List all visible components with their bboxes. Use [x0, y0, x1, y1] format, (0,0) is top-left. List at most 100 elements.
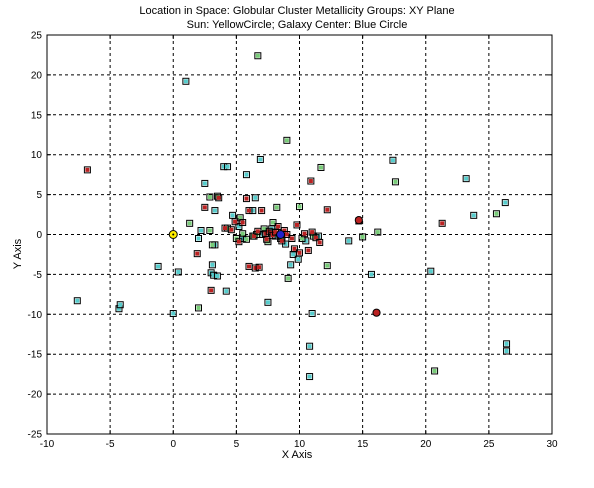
cluster-point-red [258, 207, 266, 215]
point-marker-outline [427, 267, 435, 275]
point-marker-fill [346, 238, 351, 243]
point-marker-fill [221, 164, 226, 169]
point-marker-fill [308, 179, 313, 184]
x-tick-label: 5 [234, 439, 240, 450]
point-marker-fill [318, 165, 323, 170]
point-marker-outline [391, 178, 399, 186]
point-marker-fill [225, 164, 230, 169]
point-marker-fill [207, 228, 212, 233]
point-marker-outline [254, 52, 262, 60]
point-marker-outline [215, 194, 223, 202]
cluster-point-cyan [308, 310, 316, 318]
point-marker-fill [250, 208, 255, 213]
point-marker-outline [251, 194, 259, 202]
cluster-point-green [359, 233, 367, 241]
cluster-point-cyan [287, 261, 295, 269]
point-marker-fill [504, 341, 509, 346]
cluster-point-red [288, 234, 296, 242]
point-marker-fill [310, 311, 315, 316]
point-marker-outline [258, 207, 266, 215]
point-marker-outline [231, 218, 239, 226]
y-tick-label: 0 [36, 230, 42, 241]
point-marker-outline [235, 238, 243, 246]
point-marker-fill [252, 234, 257, 239]
x-tick-label: 25 [483, 439, 495, 450]
point-marker-outline [208, 261, 216, 269]
point-marker-fill [262, 226, 267, 231]
cluster-point-red [245, 207, 253, 215]
point-marker-fill [360, 234, 365, 239]
point-marker-fill [494, 211, 499, 216]
point-marker-outline [239, 230, 247, 238]
cluster-point-green [323, 262, 331, 270]
point-marker-fill [75, 298, 80, 303]
point-marker-outline [211, 207, 219, 215]
cluster-point-cyan [116, 301, 124, 309]
point-marker-fill [244, 237, 249, 242]
point-marker-outline [345, 237, 353, 245]
point-marker-fill [216, 195, 221, 200]
point-marker-fill [257, 265, 262, 270]
point-marker-outline [227, 226, 235, 234]
point-marker-fill [176, 270, 181, 275]
point-marker-outline [206, 193, 214, 201]
point-marker-outline [206, 227, 214, 235]
point-marker-fill [116, 306, 121, 311]
point-marker-fill [259, 208, 264, 213]
point-marker-fill [313, 235, 318, 240]
cluster-point-red [227, 226, 235, 234]
x-tick-label: -10 [40, 439, 55, 450]
point-marker-outline [503, 340, 511, 348]
point-marker-fill [187, 221, 192, 226]
point-marker-outline [470, 211, 478, 219]
cluster-point-cyan [345, 237, 353, 245]
cluster-point-green [208, 241, 216, 249]
cluster-point-red [255, 263, 263, 271]
point-marker-outline [284, 274, 292, 282]
point-marker-fill [265, 300, 270, 305]
x-tick-label: 15 [357, 439, 369, 450]
point-marker-outline [293, 221, 301, 229]
point-marker-outline [288, 234, 296, 242]
point-marker-outline [290, 245, 298, 253]
cluster-point-red [207, 286, 215, 294]
cluster-point-red [239, 219, 247, 227]
cluster-point-cyan [73, 297, 81, 305]
cluster-point-red [312, 234, 320, 242]
point-marker-outline [306, 373, 314, 381]
point-marker-outline [273, 203, 281, 211]
point-marker-fill [375, 230, 380, 235]
y-tick-label: -20 [28, 390, 43, 401]
sun-center-dot [172, 233, 175, 236]
cluster-point-red [231, 218, 239, 226]
cluster-point-cyan [211, 207, 219, 215]
point-marker-fill [238, 215, 243, 220]
cluster-point-green [283, 136, 291, 144]
cluster-point-red [438, 219, 446, 227]
cluster-point-red [307, 177, 315, 185]
point-marker-fill [202, 205, 207, 210]
point-marker-outline [201, 203, 209, 211]
y-tick-label: 25 [31, 31, 43, 42]
point-marker-fill [369, 272, 374, 277]
point-marker-fill [274, 205, 279, 210]
point-marker-fill [432, 368, 437, 373]
galaxy-center-marker [276, 230, 286, 239]
point-marker-fill [292, 246, 297, 251]
point-marker-outline [201, 179, 209, 187]
point-marker-outline [242, 171, 250, 179]
point-marker-outline [503, 347, 511, 355]
point-marker-fill [307, 374, 312, 379]
y-tick-label: 20 [31, 70, 43, 81]
point-marker-outline [438, 219, 446, 227]
cluster-point-red [254, 227, 262, 235]
point-marker-fill [212, 208, 217, 213]
point-marker-fill [255, 229, 260, 234]
data-points [73, 52, 511, 381]
point-marker-fill [183, 79, 188, 84]
point-marker-fill [440, 221, 445, 226]
cluster-point-cyan [229, 211, 237, 219]
cluster-point-cyan [201, 179, 209, 187]
point-marker-fill [196, 305, 201, 310]
